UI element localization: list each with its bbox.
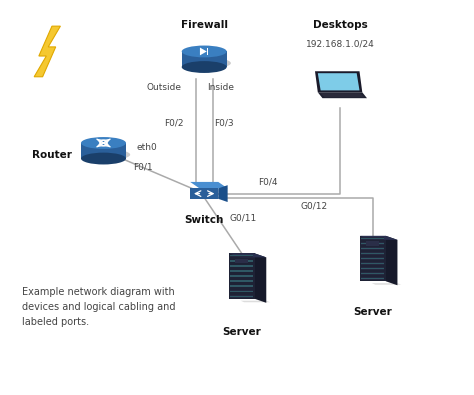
Bar xyxy=(182,51,227,67)
Bar xyxy=(361,277,384,280)
Polygon shape xyxy=(200,47,207,55)
Bar xyxy=(235,259,248,263)
Bar xyxy=(207,47,208,55)
Ellipse shape xyxy=(182,45,227,57)
Bar xyxy=(230,270,253,272)
Bar xyxy=(230,280,253,282)
Ellipse shape xyxy=(81,152,126,164)
Text: Example network diagram with
devices and logical cabling and
labeled ports.: Example network diagram with devices and… xyxy=(21,287,175,327)
Text: Server: Server xyxy=(222,327,261,337)
Polygon shape xyxy=(255,253,266,303)
Bar xyxy=(230,290,253,292)
Bar xyxy=(230,275,253,277)
Bar xyxy=(361,252,384,255)
Text: Server: Server xyxy=(354,307,392,316)
Text: G0/11: G0/11 xyxy=(229,214,256,223)
Polygon shape xyxy=(34,26,60,77)
Bar xyxy=(230,286,253,287)
Bar xyxy=(366,241,379,246)
Bar xyxy=(230,265,253,267)
Bar xyxy=(361,237,384,240)
Text: Router: Router xyxy=(32,150,72,160)
Bar xyxy=(230,270,253,272)
Bar xyxy=(230,254,253,257)
Text: F0/1: F0/1 xyxy=(133,162,153,171)
Text: eth0: eth0 xyxy=(137,143,157,152)
Text: Switch: Switch xyxy=(184,215,224,225)
Text: F0/4: F0/4 xyxy=(258,178,278,187)
Text: Outside: Outside xyxy=(147,83,182,92)
Text: 192.168.1.0/24: 192.168.1.0/24 xyxy=(306,40,374,49)
Bar xyxy=(230,295,253,297)
Text: F0/2: F0/2 xyxy=(164,118,183,128)
Bar xyxy=(230,275,253,276)
Text: G0/12: G0/12 xyxy=(300,201,328,211)
Bar xyxy=(361,273,384,274)
Bar xyxy=(230,255,253,256)
Polygon shape xyxy=(229,253,255,299)
Bar xyxy=(230,260,253,262)
Polygon shape xyxy=(240,301,270,302)
Bar xyxy=(230,285,253,288)
Polygon shape xyxy=(190,188,218,199)
Polygon shape xyxy=(386,236,397,285)
Polygon shape xyxy=(372,283,401,285)
Bar xyxy=(230,260,253,261)
Polygon shape xyxy=(315,71,362,92)
Bar xyxy=(361,273,384,275)
Bar xyxy=(361,257,384,260)
Polygon shape xyxy=(320,93,365,98)
Polygon shape xyxy=(360,236,397,240)
Bar xyxy=(230,265,253,267)
Ellipse shape xyxy=(84,149,130,160)
Bar xyxy=(361,248,384,249)
Text: Inside: Inside xyxy=(207,83,234,92)
Polygon shape xyxy=(218,185,228,202)
Bar xyxy=(361,268,384,269)
Bar xyxy=(230,291,253,292)
Bar xyxy=(361,258,384,259)
Bar xyxy=(361,247,384,250)
Bar xyxy=(361,253,384,254)
Text: F0/3: F0/3 xyxy=(215,118,234,128)
Bar xyxy=(361,242,384,245)
Text: Firewall: Firewall xyxy=(181,20,228,30)
Bar xyxy=(361,278,384,279)
Bar xyxy=(361,263,384,264)
Ellipse shape xyxy=(185,58,231,69)
Polygon shape xyxy=(360,236,386,281)
Bar xyxy=(361,267,384,270)
Polygon shape xyxy=(318,73,359,90)
Ellipse shape xyxy=(81,137,126,149)
Text: Desktops: Desktops xyxy=(313,20,367,30)
Bar xyxy=(361,243,384,244)
Bar xyxy=(230,280,253,282)
Polygon shape xyxy=(229,253,266,258)
Bar xyxy=(230,295,253,297)
Polygon shape xyxy=(318,92,367,98)
Bar xyxy=(81,143,126,158)
Polygon shape xyxy=(190,182,228,188)
Bar xyxy=(361,262,384,265)
Ellipse shape xyxy=(182,61,227,73)
Bar xyxy=(361,238,384,239)
